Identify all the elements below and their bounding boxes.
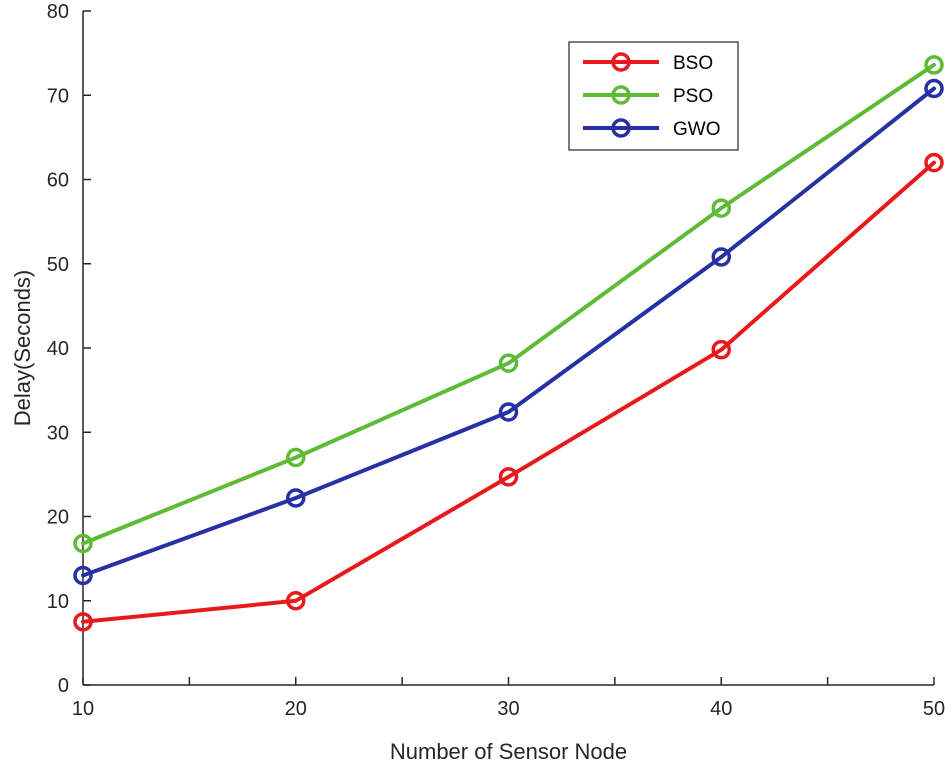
- data-point-pso: [286, 447, 306, 468]
- data-point-gwo: [498, 402, 519, 422]
- data-point-gwo: [924, 78, 944, 99]
- data-point-pso: [498, 353, 519, 373]
- data-point-bso: [286, 591, 306, 611]
- data-point-bso: [73, 612, 93, 632]
- y-tick-label: 60: [47, 170, 69, 192]
- x-tick-label: 10: [72, 698, 94, 720]
- data-point-gwo: [73, 565, 93, 586]
- series-line-bso: [81, 160, 936, 624]
- series-layer: [73, 55, 944, 632]
- x-axis-label: Number of Sensor Node: [390, 739, 627, 764]
- data-point-pso: [711, 198, 731, 218]
- legend-label-pso: PSO: [673, 86, 713, 107]
- series-line-pso: [81, 62, 936, 546]
- series-line-gwo: [81, 86, 936, 578]
- data-point-pso: [73, 533, 93, 554]
- x-tick-label: 40: [710, 698, 732, 720]
- y-tick-label: 20: [47, 507, 69, 529]
- x-tick-label: 50: [923, 698, 945, 720]
- data-point-bso: [498, 467, 519, 487]
- data-point-gwo: [286, 488, 306, 508]
- legend-label-gwo: GWO: [673, 119, 721, 140]
- data-point-bso: [711, 339, 731, 360]
- y-tick-label: 40: [47, 338, 69, 360]
- y-tick-label: 30: [47, 422, 69, 444]
- data-point-bso: [924, 152, 944, 173]
- x-tick-label: 30: [497, 698, 519, 720]
- y-tick-label: 0: [58, 675, 69, 697]
- legend-marker-pso: [611, 85, 631, 105]
- legend-marker-gwo: [611, 118, 631, 138]
- y-tick-label: 70: [47, 85, 69, 107]
- legend: BSO PSO GWO: [568, 41, 739, 151]
- data-point-pso: [924, 55, 944, 75]
- y-tick-label: 50: [47, 254, 69, 276]
- data-point-gwo: [711, 247, 731, 267]
- y-axis-label: Delay(Seconds): [10, 270, 35, 427]
- y-tick-label: 80: [47, 1, 69, 23]
- x-tick-label: 20: [285, 698, 307, 720]
- legend-label-bso: BSO: [673, 53, 713, 74]
- legend-marker-bso: [611, 52, 631, 72]
- y-tick-label: 10: [47, 591, 69, 613]
